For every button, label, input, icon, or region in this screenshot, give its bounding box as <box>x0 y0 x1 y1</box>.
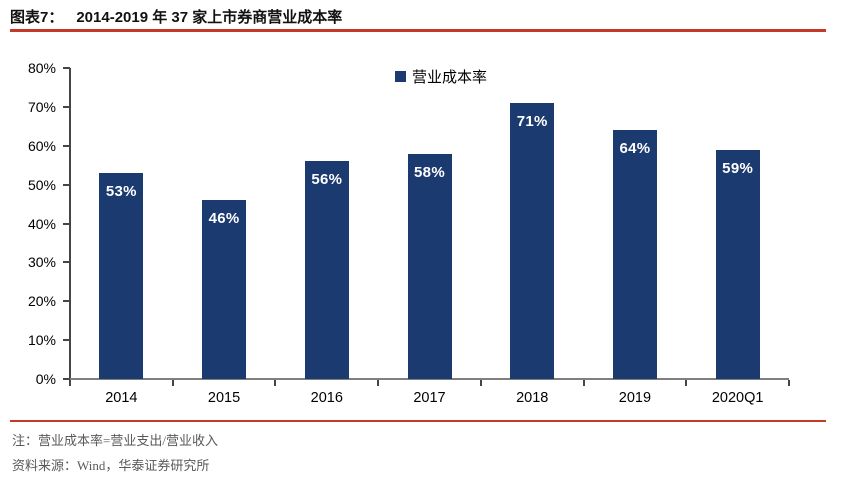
figure-number-label: 图表7： <box>10 9 64 26</box>
bar: 64% <box>612 130 657 379</box>
x-axis-tick <box>582 380 585 386</box>
footer-divider-rule <box>10 420 826 422</box>
x-axis-label: 2016 <box>310 390 343 406</box>
y-axis-tick <box>63 183 70 186</box>
x-axis-label: 2017 <box>413 390 446 406</box>
x-axis-tick <box>377 380 380 386</box>
bar-value-label: 56% <box>311 171 343 189</box>
y-axis-line <box>69 68 71 379</box>
x-axis-label: 2014 <box>105 390 138 406</box>
x-axis-label: 2019 <box>618 390 652 406</box>
bar: 59% <box>715 149 760 379</box>
y-axis-tick <box>63 300 70 303</box>
bar: 58% <box>407 153 452 379</box>
title-divider-rule <box>10 29 826 32</box>
bar: 53% <box>99 172 144 379</box>
y-axis-tick-label: 20% <box>27 293 56 310</box>
y-axis-tick-label: 10% <box>27 332 56 349</box>
y-axis-tick-label: 0% <box>35 371 56 387</box>
x-axis-label: 2020Q1 <box>711 390 764 406</box>
x-axis-tick <box>788 380 790 386</box>
y-axis-tick-label: 30% <box>27 254 56 271</box>
x-axis-label: 2015 <box>207 390 241 406</box>
y-axis-tick <box>63 105 70 108</box>
y-axis-tick <box>63 67 70 69</box>
bar-value-label: 71% <box>516 112 548 130</box>
bar-value-label: 64% <box>619 140 651 158</box>
y-axis-tick-label: 50% <box>27 176 56 193</box>
y-axis-tick-label: 80% <box>27 60 56 76</box>
source-text: 资料来源：Wind，华泰证券研究所 <box>12 458 210 473</box>
y-axis-tick-label: 60% <box>27 137 56 154</box>
y-axis-tick <box>63 144 70 147</box>
y-axis-tick <box>63 378 70 380</box>
x-axis-tick <box>171 380 174 386</box>
y-axis-tick-label: 40% <box>27 215 56 232</box>
bar-value-label: 59% <box>722 159 754 177</box>
chart-legend: 营业成本率 <box>395 66 487 87</box>
x-axis-tick <box>479 380 482 386</box>
legend-marker-icon <box>395 71 406 82</box>
y-axis-tick <box>63 222 70 225</box>
y-axis-tick <box>63 261 70 264</box>
bar-value-label: 53% <box>105 182 137 200</box>
x-axis-tick <box>69 380 71 386</box>
legend-series-label: 营业成本率 <box>412 70 488 86</box>
y-axis-tick-label: 70% <box>27 98 56 115</box>
bar-value-label: 58% <box>414 163 445 181</box>
bar: 56% <box>304 161 349 379</box>
x-axis-tick <box>274 380 277 386</box>
x-axis-tick <box>685 380 688 386</box>
footnote-text: 注：营业成本率=营业支出/营业收入 <box>12 433 218 448</box>
bar: 46% <box>202 200 247 379</box>
figure-header: 图表7： 2014-2019 年 37 家上市券商营业成本率 <box>10 6 342 27</box>
x-axis-line <box>70 378 789 380</box>
y-axis-tick <box>63 339 70 342</box>
figure-title: 2014-2019 年 37 家上市券商营业成本率 <box>76 9 343 26</box>
x-axis-label: 2018 <box>516 390 549 406</box>
bar-value-label: 46% <box>208 210 240 228</box>
bar: 71% <box>510 102 555 379</box>
